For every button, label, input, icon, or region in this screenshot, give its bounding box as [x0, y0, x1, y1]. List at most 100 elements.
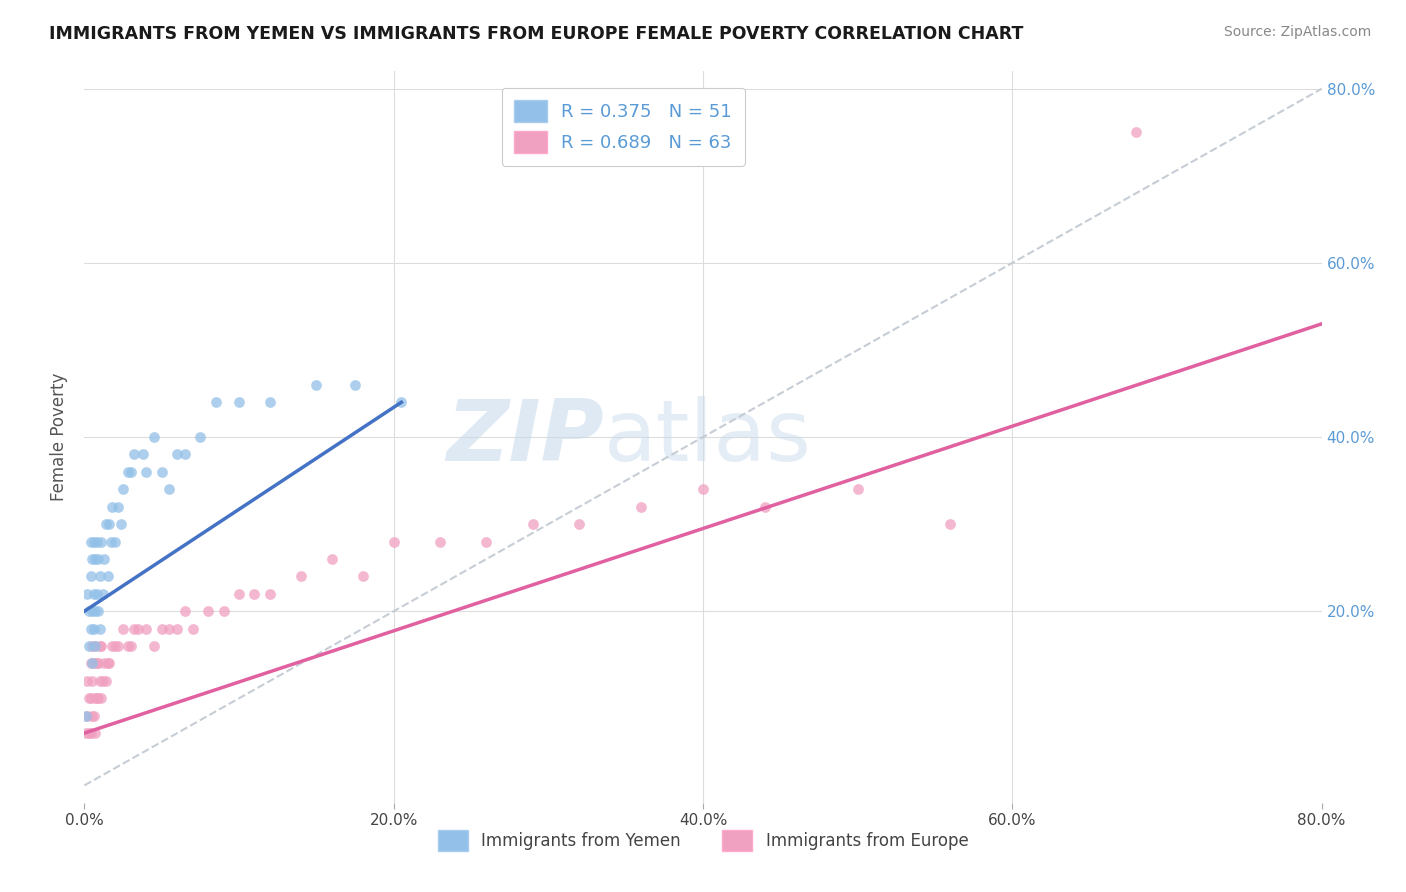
Point — [77, 691, 100, 706]
Point — [120, 465, 142, 479]
Point — [120, 639, 142, 653]
Point — [135, 465, 157, 479]
Point — [174, 448, 197, 462]
Point — [188, 430, 211, 444]
Point — [94, 673, 117, 688]
Legend: Immigrants from Yemen, Immigrants from Europe: Immigrants from Yemen, Immigrants from E… — [425, 817, 981, 864]
Point — [82, 708, 104, 723]
Point — [159, 483, 180, 497]
Point — [83, 587, 105, 601]
Point — [122, 448, 145, 462]
Point — [389, 395, 413, 409]
Point — [846, 483, 869, 497]
Point — [205, 395, 228, 409]
Point — [259, 395, 281, 409]
Point — [82, 639, 104, 653]
Point — [87, 552, 110, 566]
Point — [79, 534, 101, 549]
Point — [79, 622, 101, 636]
Point — [84, 552, 107, 566]
Point — [143, 430, 166, 444]
Point — [82, 673, 104, 688]
Text: Source: ZipAtlas.com: Source: ZipAtlas.com — [1223, 25, 1371, 39]
Point — [110, 517, 132, 532]
Point — [87, 604, 110, 618]
Point — [77, 639, 100, 653]
Point — [101, 500, 124, 514]
Point — [568, 517, 591, 532]
Point — [754, 500, 776, 514]
Text: atlas: atlas — [605, 395, 813, 479]
Point — [1125, 125, 1147, 139]
Point — [84, 691, 107, 706]
Point — [89, 639, 111, 653]
Point — [96, 569, 118, 583]
Point — [79, 657, 101, 671]
Point — [84, 604, 107, 618]
Point — [150, 465, 173, 479]
Point — [75, 726, 97, 740]
Point — [84, 639, 107, 653]
Point — [82, 657, 104, 671]
Point — [83, 534, 105, 549]
Y-axis label: Female Poverty: Female Poverty — [51, 373, 69, 501]
Point — [475, 534, 498, 549]
Point — [112, 622, 135, 636]
Point — [91, 673, 114, 688]
Point — [197, 604, 219, 618]
Point — [83, 708, 105, 723]
Point — [159, 622, 180, 636]
Point — [98, 517, 121, 532]
Point — [127, 622, 149, 636]
Point — [90, 691, 112, 706]
Point — [98, 657, 121, 671]
Point — [75, 708, 97, 723]
Point — [93, 552, 115, 566]
Point — [77, 726, 100, 740]
Point — [89, 673, 111, 688]
Point — [112, 483, 135, 497]
Point — [86, 534, 108, 549]
Point — [321, 552, 343, 566]
Point — [228, 587, 250, 601]
Point — [132, 448, 155, 462]
Point — [90, 534, 112, 549]
Point — [79, 569, 101, 583]
Point — [630, 500, 652, 514]
Point — [228, 395, 250, 409]
Point — [692, 483, 714, 497]
Point — [76, 673, 98, 688]
Point — [117, 639, 139, 653]
Point — [77, 604, 100, 618]
Point — [117, 465, 139, 479]
Point — [96, 657, 118, 671]
Point — [86, 657, 108, 671]
Point — [82, 604, 104, 618]
Point — [79, 691, 101, 706]
Point — [86, 691, 108, 706]
Point — [166, 622, 188, 636]
Point — [93, 657, 115, 671]
Point — [143, 639, 166, 653]
Point — [104, 534, 127, 549]
Point — [79, 726, 101, 740]
Point — [166, 448, 188, 462]
Point — [429, 534, 451, 549]
Point — [382, 534, 405, 549]
Point — [89, 622, 111, 636]
Point — [104, 639, 127, 653]
Point — [107, 639, 129, 653]
Point — [90, 639, 112, 653]
Point — [87, 691, 110, 706]
Point — [352, 569, 374, 583]
Point — [150, 622, 173, 636]
Point — [122, 622, 145, 636]
Point — [87, 657, 110, 671]
Text: ZIP: ZIP — [446, 395, 605, 479]
Point — [343, 377, 366, 392]
Point — [76, 708, 98, 723]
Point — [305, 377, 328, 392]
Point — [91, 587, 114, 601]
Point — [181, 622, 204, 636]
Point — [107, 500, 129, 514]
